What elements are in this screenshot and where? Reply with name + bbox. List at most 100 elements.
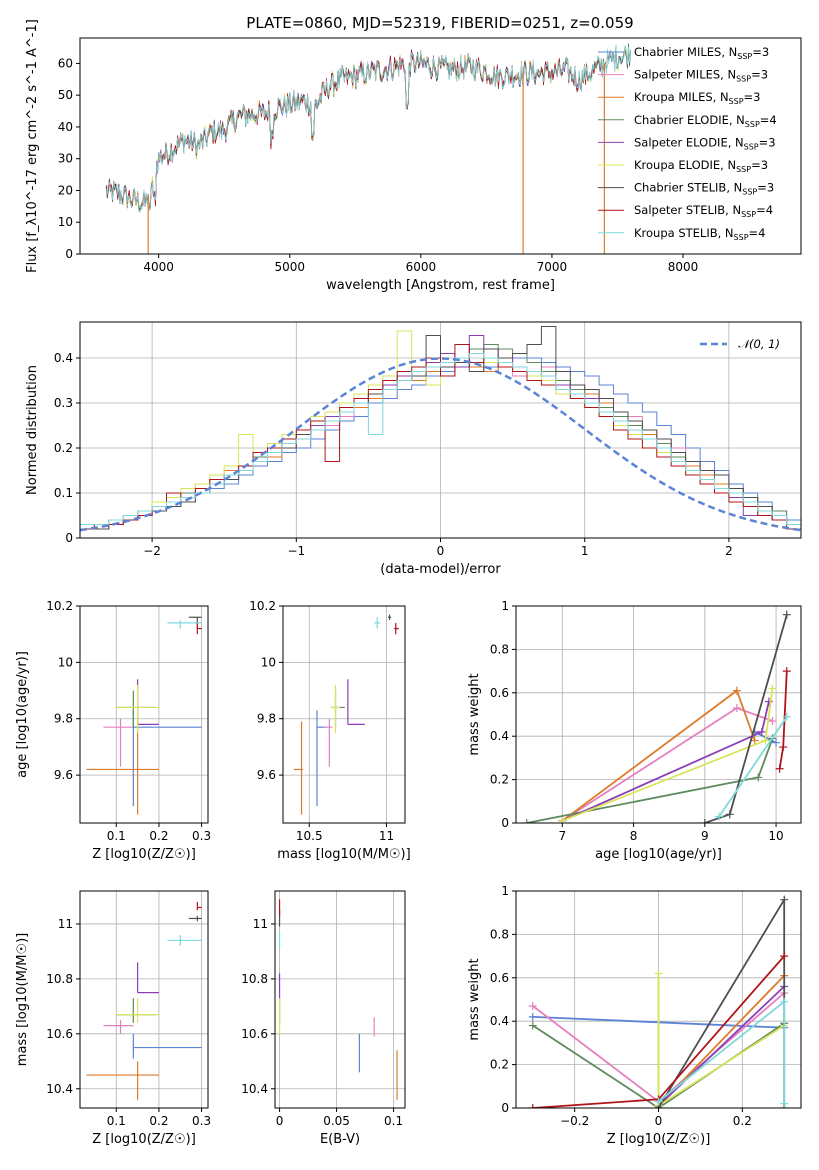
legend-subscript: SSP <box>745 120 760 129</box>
histogram-legend: 𝒩(0, 1) <box>700 337 780 351</box>
y-axis-label: mass weight <box>467 673 482 755</box>
y-tick-label: 0.4 <box>490 729 509 743</box>
weight-point <box>757 727 766 736</box>
weight-point <box>732 686 741 695</box>
y-tick-label: 10 <box>58 215 73 229</box>
y-tick-label: 0.8 <box>490 642 509 656</box>
x-tick-label: 5000 <box>274 260 305 274</box>
weight-point <box>761 736 770 745</box>
axes-frame <box>282 605 406 824</box>
x-tick-label: 0.05 <box>323 1114 350 1128</box>
weight-point <box>750 736 759 745</box>
legend-nssp-value: =3 <box>751 158 768 172</box>
x-axis-label: mass [log10(M/M☉)] <box>277 847 410 862</box>
y-tick-label: 10.6 <box>46 1027 73 1041</box>
spectrum-legend: Chabrier MILES, NSSP=3 Salpeter MILES, NS… <box>598 45 777 242</box>
panel-mass-vs-EBV: 0 0.05 0.1 10.4 10.6 10.8 11 E(B-V) <box>241 890 406 1147</box>
weight-point <box>654 969 663 978</box>
weight-point <box>558 816 567 823</box>
y-tick-label: 0.3 <box>54 396 73 410</box>
legend-entry: Salpeter MILES, NSSP=3 <box>634 68 768 84</box>
legend-subscript: SSP <box>736 165 751 174</box>
weight-point <box>779 743 788 752</box>
weight-point <box>700 819 709 823</box>
weight-point <box>732 703 741 712</box>
x-tick-label: 8 <box>630 829 638 843</box>
axes-frame <box>79 605 209 824</box>
x-tick-label: 0.3 <box>192 1114 211 1128</box>
weight-point <box>772 738 781 747</box>
y-axis-label: mass [log10(M/M☉)] <box>15 933 30 1066</box>
y-axis-label: Flux [f_λ10^-17 erg cm^-2 s^-1 A^-1] <box>25 19 40 273</box>
x-tick-label: 10.5 <box>296 829 323 843</box>
y-tick-label: 11 <box>58 917 73 931</box>
legend-entry: Chabrier STELIB, NSSP=3 <box>634 181 774 197</box>
y-tick-label: 0 <box>65 247 73 261</box>
weight-point <box>782 712 791 721</box>
weight-line <box>718 716 788 818</box>
x-tick-label: 0.2 <box>149 829 168 843</box>
y-tick-label: 40 <box>58 120 73 134</box>
weight-line <box>704 614 788 823</box>
weight-point <box>780 952 789 961</box>
y-tick-label: 10.2 <box>249 599 276 613</box>
legend-nssp-value: =4 <box>756 203 773 217</box>
plot-area <box>80 326 801 538</box>
weight-point <box>780 1099 789 1108</box>
x-tick-label: 0 <box>276 1114 284 1128</box>
legend-entry: Chabrier MILES, NSSP=3 <box>634 45 769 61</box>
x-tick-label: 4000 <box>143 260 174 274</box>
y-tick-label: 0.2 <box>54 441 73 455</box>
x-tick-label: 0 <box>437 544 445 558</box>
x-tick-label: −0.2 <box>560 1114 589 1128</box>
y-tick-label: 30 <box>58 152 73 166</box>
panel-mass-weight-vs-Z: −0.2 0 0.2 0 0.2 0.4 0.6 0.8 1 Z [log10(Z/Z☉)] mas… <box>467 884 802 1147</box>
normal-curve <box>80 357 801 532</box>
x-tick-label: 6000 <box>406 260 437 274</box>
x-tick-label: −1 <box>287 544 305 558</box>
y-tick-label: 11 <box>253 917 268 931</box>
y-axis-label: age [log10(age/yr)] <box>15 651 30 778</box>
plot-area <box>86 901 202 1100</box>
y-tick-label: 60 <box>58 56 73 70</box>
legend-nssp-value: =3 <box>752 45 769 59</box>
y-tick-label: 20 <box>58 183 73 197</box>
y-tick-label: 10.4 <box>46 1082 73 1096</box>
legend-entry: Kroupa STELIB, NSSP=4 <box>634 226 765 242</box>
weight-point <box>754 773 763 782</box>
weight-point <box>775 764 784 773</box>
panel-mass-vs-Z: 0.1 0.2 0.3 10.4 10.6 10.8 11 Z [log10(Z/Z☉)] ma… <box>15 890 211 1147</box>
legend-entry: Chabrier ELODIE, NSSP=4 <box>634 113 777 129</box>
x-tick-label: 0 <box>655 1114 663 1128</box>
y-tick-label: 50 <box>58 88 73 102</box>
y-tick-label: 10.6 <box>241 1027 268 1041</box>
legend-subscript: SSP <box>729 97 744 106</box>
x-tick-label: 0.2 <box>149 1114 168 1128</box>
y-tick-label: 10 <box>58 655 73 669</box>
y-tick-label: 0.2 <box>490 773 509 787</box>
axes-frame <box>79 37 802 255</box>
x-tick-label: 0.1 <box>107 829 126 843</box>
weight-point <box>782 667 791 676</box>
y-axis-label: mass weight <box>467 958 482 1040</box>
y-axis-label: Normed distribution <box>25 365 40 495</box>
weight-point <box>768 717 777 726</box>
plot-area <box>278 899 398 1100</box>
axes-frame <box>79 890 209 1109</box>
legend-nssp-value: =3 <box>744 90 761 104</box>
weight-point <box>715 812 724 821</box>
y-tick-label: 10.8 <box>46 972 73 986</box>
weight-line <box>778 671 788 769</box>
plot-area <box>86 616 202 815</box>
weight-point <box>528 1002 537 1011</box>
weight-line <box>561 701 770 822</box>
legend-entry: Salpeter STELIB, NSSP=4 <box>634 203 773 219</box>
weight-point <box>528 1104 537 1108</box>
y-tick-label: 10.4 <box>241 1082 268 1096</box>
weight-point <box>528 1012 537 1021</box>
axes-frame <box>515 605 802 824</box>
x-tick-label: 2 <box>725 544 733 558</box>
y-tick-label: 0.4 <box>54 351 73 365</box>
y-tick-label: 1 <box>501 599 509 613</box>
x-axis-label: Z [log10(Z/Z☉)] <box>92 847 196 862</box>
